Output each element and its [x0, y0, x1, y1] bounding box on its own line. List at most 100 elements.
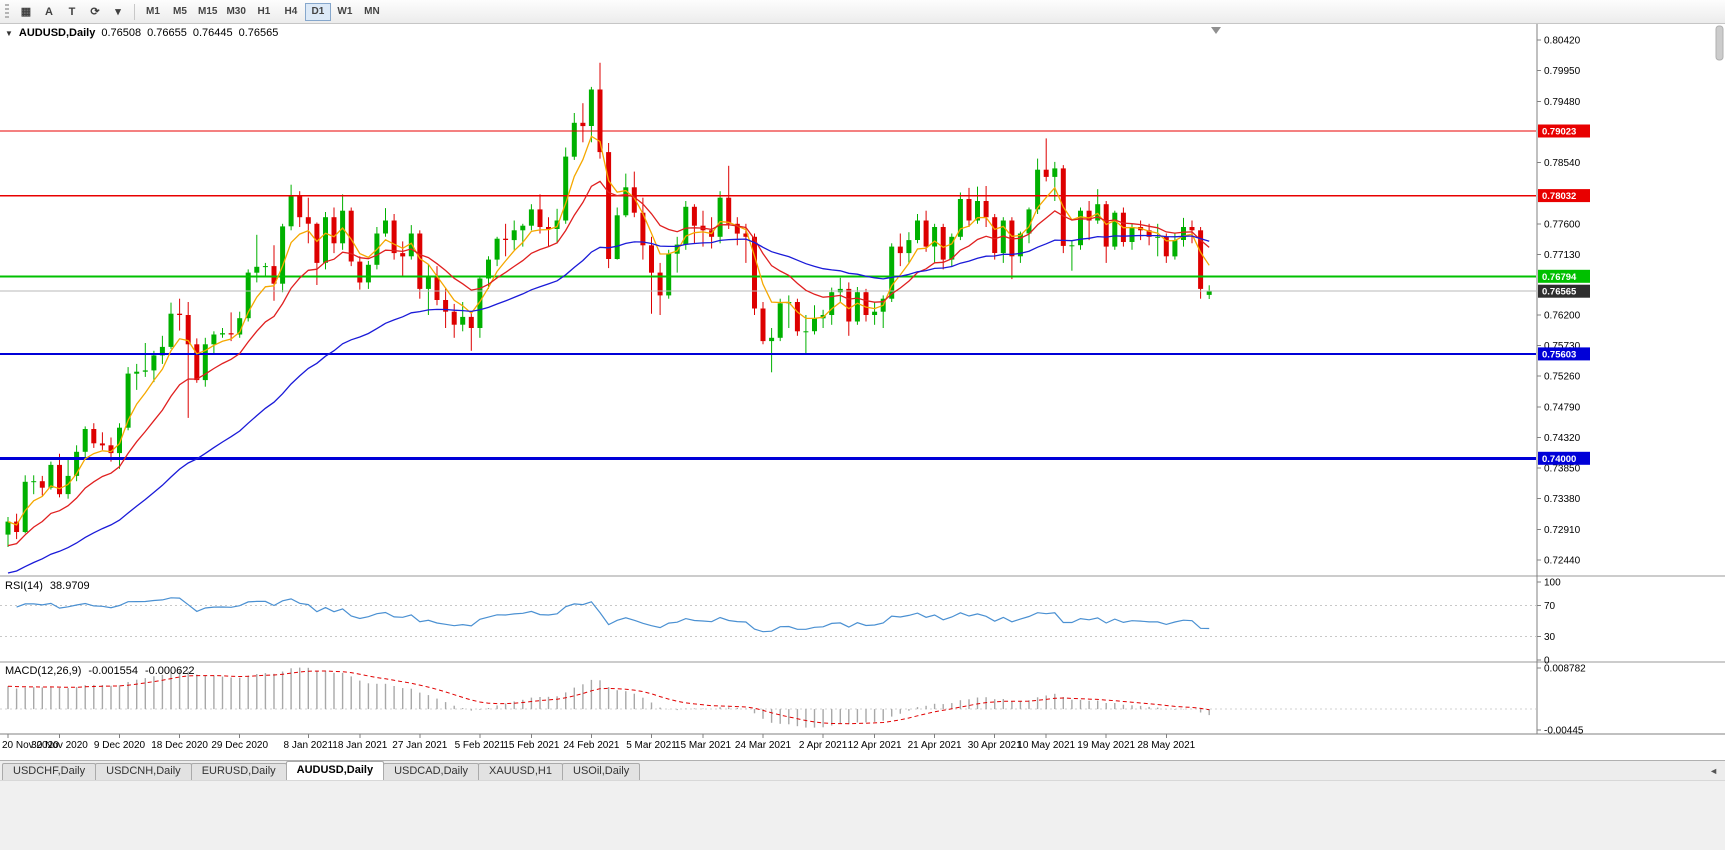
- bottom-filler: [0, 780, 1725, 850]
- svg-text:0.76200: 0.76200: [1544, 311, 1581, 322]
- svg-text:12 Apr 2021: 12 Apr 2021: [848, 740, 902, 751]
- macd-signal-value: -0.000622: [144, 665, 195, 677]
- svg-text:24 Mar 2021: 24 Mar 2021: [735, 740, 792, 751]
- svg-text:15 Mar 2021: 15 Mar 2021: [675, 740, 732, 751]
- svg-text:0.75603: 0.75603: [1542, 349, 1576, 360]
- svg-text:0.76794: 0.76794: [1542, 272, 1577, 283]
- chart-tab-usdcad[interactable]: USDCAD,Daily: [383, 763, 480, 780]
- toolbar-separator: [134, 3, 135, 20]
- svg-text:0.75260: 0.75260: [1544, 372, 1581, 383]
- timeframe-h1-button[interactable]: H1: [251, 3, 277, 21]
- svg-text:27 Jan 2021: 27 Jan 2021: [392, 740, 447, 751]
- symbol-label: AUDUSD,Daily: [18, 27, 96, 39]
- scrollbar-thumb[interactable]: [1715, 25, 1724, 61]
- timeframe-w1-button[interactable]: W1: [332, 3, 358, 21]
- timeframe-m1-button[interactable]: M1: [140, 3, 166, 21]
- toolbar-grip[interactable]: [5, 3, 9, 20]
- svg-text:70: 70: [1544, 601, 1556, 612]
- timeframe-m15-button[interactable]: M15: [194, 3, 221, 21]
- svg-text:8 Jan 2021: 8 Jan 2021: [284, 740, 334, 751]
- svg-text:5 Feb 2021: 5 Feb 2021: [455, 740, 506, 751]
- toolbar: ▦ A T ⟳ ▾ M1 M5 M15 M30 H1 H4 D1 W1 MN: [0, 0, 1725, 24]
- svg-text:0.78540: 0.78540: [1544, 158, 1581, 169]
- macd-label: MACD(12,26,9) -0.001554 -0.000622: [5, 665, 195, 677]
- timeframe-mn-button[interactable]: MN: [359, 3, 385, 21]
- svg-text:0.79480: 0.79480: [1544, 97, 1581, 108]
- svg-text:0.76565: 0.76565: [1542, 287, 1577, 298]
- chart-tab-usdchf[interactable]: USDCHF,Daily: [2, 763, 97, 780]
- template-button[interactable]: T: [61, 2, 83, 22]
- macd-panel[interactable]: [0, 667, 1537, 728]
- svg-text:10 May 2021: 10 May 2021: [1017, 740, 1075, 751]
- svg-text:30 Nov 2020: 30 Nov 2020: [31, 740, 88, 751]
- svg-text:28 May 2021: 28 May 2021: [1137, 740, 1195, 751]
- timeframe-h4-button[interactable]: H4: [278, 3, 304, 21]
- svg-text:0.72440: 0.72440: [1544, 556, 1581, 567]
- high-value: 0.76655: [147, 27, 187, 39]
- svg-text:0.008782: 0.008782: [1544, 664, 1586, 675]
- svg-text:0.80420: 0.80420: [1544, 36, 1581, 47]
- tab-scroll-left-button[interactable]: ◄: [1709, 766, 1718, 776]
- timeframe-m30-button[interactable]: M30: [222, 3, 249, 21]
- svg-text:0.72910: 0.72910: [1544, 525, 1581, 536]
- chart-window: 0.80420 0.79950 0.79480 0.78540 0.77600 0.771…: [0, 24, 1725, 760]
- svg-text:0.79023: 0.79023: [1542, 127, 1576, 138]
- svg-text:30: 30: [1544, 632, 1556, 643]
- svg-text:0.74790: 0.74790: [1544, 402, 1581, 413]
- price-axis[interactable]: 0.80420 0.79950 0.79480 0.78540 0.77600 0.771…: [0, 24, 1725, 737]
- svg-text:9 Dec 2020: 9 Dec 2020: [94, 740, 146, 751]
- windows-grid-button[interactable]: ▦: [15, 2, 37, 22]
- chart-tab-usoil[interactable]: USOil,Daily: [562, 763, 641, 780]
- rsi-value: 38.9709: [49, 580, 90, 592]
- svg-text:0: 0: [1544, 656, 1550, 667]
- svg-text:21 Apr 2021: 21 Apr 2021: [908, 740, 962, 751]
- svg-text:0.74320: 0.74320: [1544, 433, 1581, 444]
- svg-text:18 Dec 2020: 18 Dec 2020: [151, 740, 208, 751]
- macd-name: MACD(12,26,9): [5, 665, 82, 677]
- svg-text:19 May 2021: 19 May 2021: [1077, 740, 1135, 751]
- chart-tab-xauusd[interactable]: XAUUSD,H1: [478, 763, 563, 780]
- refresh-button[interactable]: ⟳: [84, 2, 106, 22]
- main-panel[interactable]: [0, 62, 1537, 574]
- chart-title: ▼ AUDUSD,Daily 0.76508 0.76655 0.76445 0…: [5, 27, 278, 39]
- low-value: 0.76445: [192, 27, 233, 39]
- svg-text:0.73380: 0.73380: [1544, 494, 1581, 505]
- svg-text:29 Dec 2020: 29 Dec 2020: [211, 740, 268, 751]
- svg-text:20 Nov 2020: 20 Nov 2020: [2, 740, 59, 751]
- timeframe-d1-button[interactable]: D1: [304, 2, 331, 21]
- rsi-name: RSI(14): [5, 580, 43, 592]
- svg-text:0.73850: 0.73850: [1544, 464, 1581, 475]
- svg-text:0.78032: 0.78032: [1542, 191, 1576, 202]
- rsi-label: RSI(14) 38.9709: [5, 580, 90, 592]
- chart-tabbar: USDCHF,Daily USDCNH,Daily EURUSD,Daily AUDU…: [0, 760, 1725, 780]
- macd-value: -0.001554: [88, 665, 138, 677]
- tool-buttons: ▦ A T ⟳ ▾: [15, 2, 129, 22]
- svg-text:100: 100: [1544, 578, 1561, 589]
- svg-text:0.77600: 0.77600: [1544, 219, 1581, 230]
- svg-text:2 Apr 2021: 2 Apr 2021: [799, 740, 848, 751]
- svg-text:-0.00445: -0.00445: [1544, 726, 1584, 737]
- svg-text:18 Jan 2021: 18 Jan 2021: [332, 740, 387, 751]
- chart-tabs: USDCHF,Daily USDCNH,Daily EURUSD,Daily AUDU…: [2, 761, 641, 780]
- chart-tab-eurusd[interactable]: EURUSD,Daily: [190, 763, 287, 780]
- svg-text:5 Mar 2021: 5 Mar 2021: [626, 740, 677, 751]
- collapse-arrow-icon[interactable]: ▼: [5, 28, 13, 38]
- candlestick-chart[interactable]: 0.80420 0.79950 0.79480 0.78540 0.77600 0.771…: [0, 24, 1725, 760]
- svg-text:0.75730: 0.75730: [1544, 341, 1581, 352]
- svg-text:0.79950: 0.79950: [1544, 66, 1581, 77]
- chart-shift-marker[interactable]: [1211, 27, 1221, 34]
- timeframe-buttons: M1 M5 M15 M30 H1 H4 D1 W1 MN: [140, 2, 385, 21]
- chart-tab-usdcnh[interactable]: USDCNH,Daily: [95, 763, 192, 780]
- timeframe-m5-button[interactable]: M5: [167, 3, 193, 21]
- close-value: 0.76565: [238, 27, 279, 39]
- svg-text:30 Apr 2021: 30 Apr 2021: [968, 740, 1022, 751]
- dropdown-caret-button[interactable]: ▾: [107, 2, 129, 22]
- open-value: 0.76508: [101, 27, 142, 39]
- svg-text:0.74000: 0.74000: [1542, 454, 1576, 465]
- rsi-panel[interactable]: [0, 597, 1537, 638]
- chart-tab-audusd[interactable]: AUDUSD,Daily: [285, 761, 385, 780]
- svg-text:24 Feb 2021: 24 Feb 2021: [563, 740, 620, 751]
- insert-text-button[interactable]: A: [38, 2, 60, 22]
- svg-text:15 Feb 2021: 15 Feb 2021: [503, 740, 560, 751]
